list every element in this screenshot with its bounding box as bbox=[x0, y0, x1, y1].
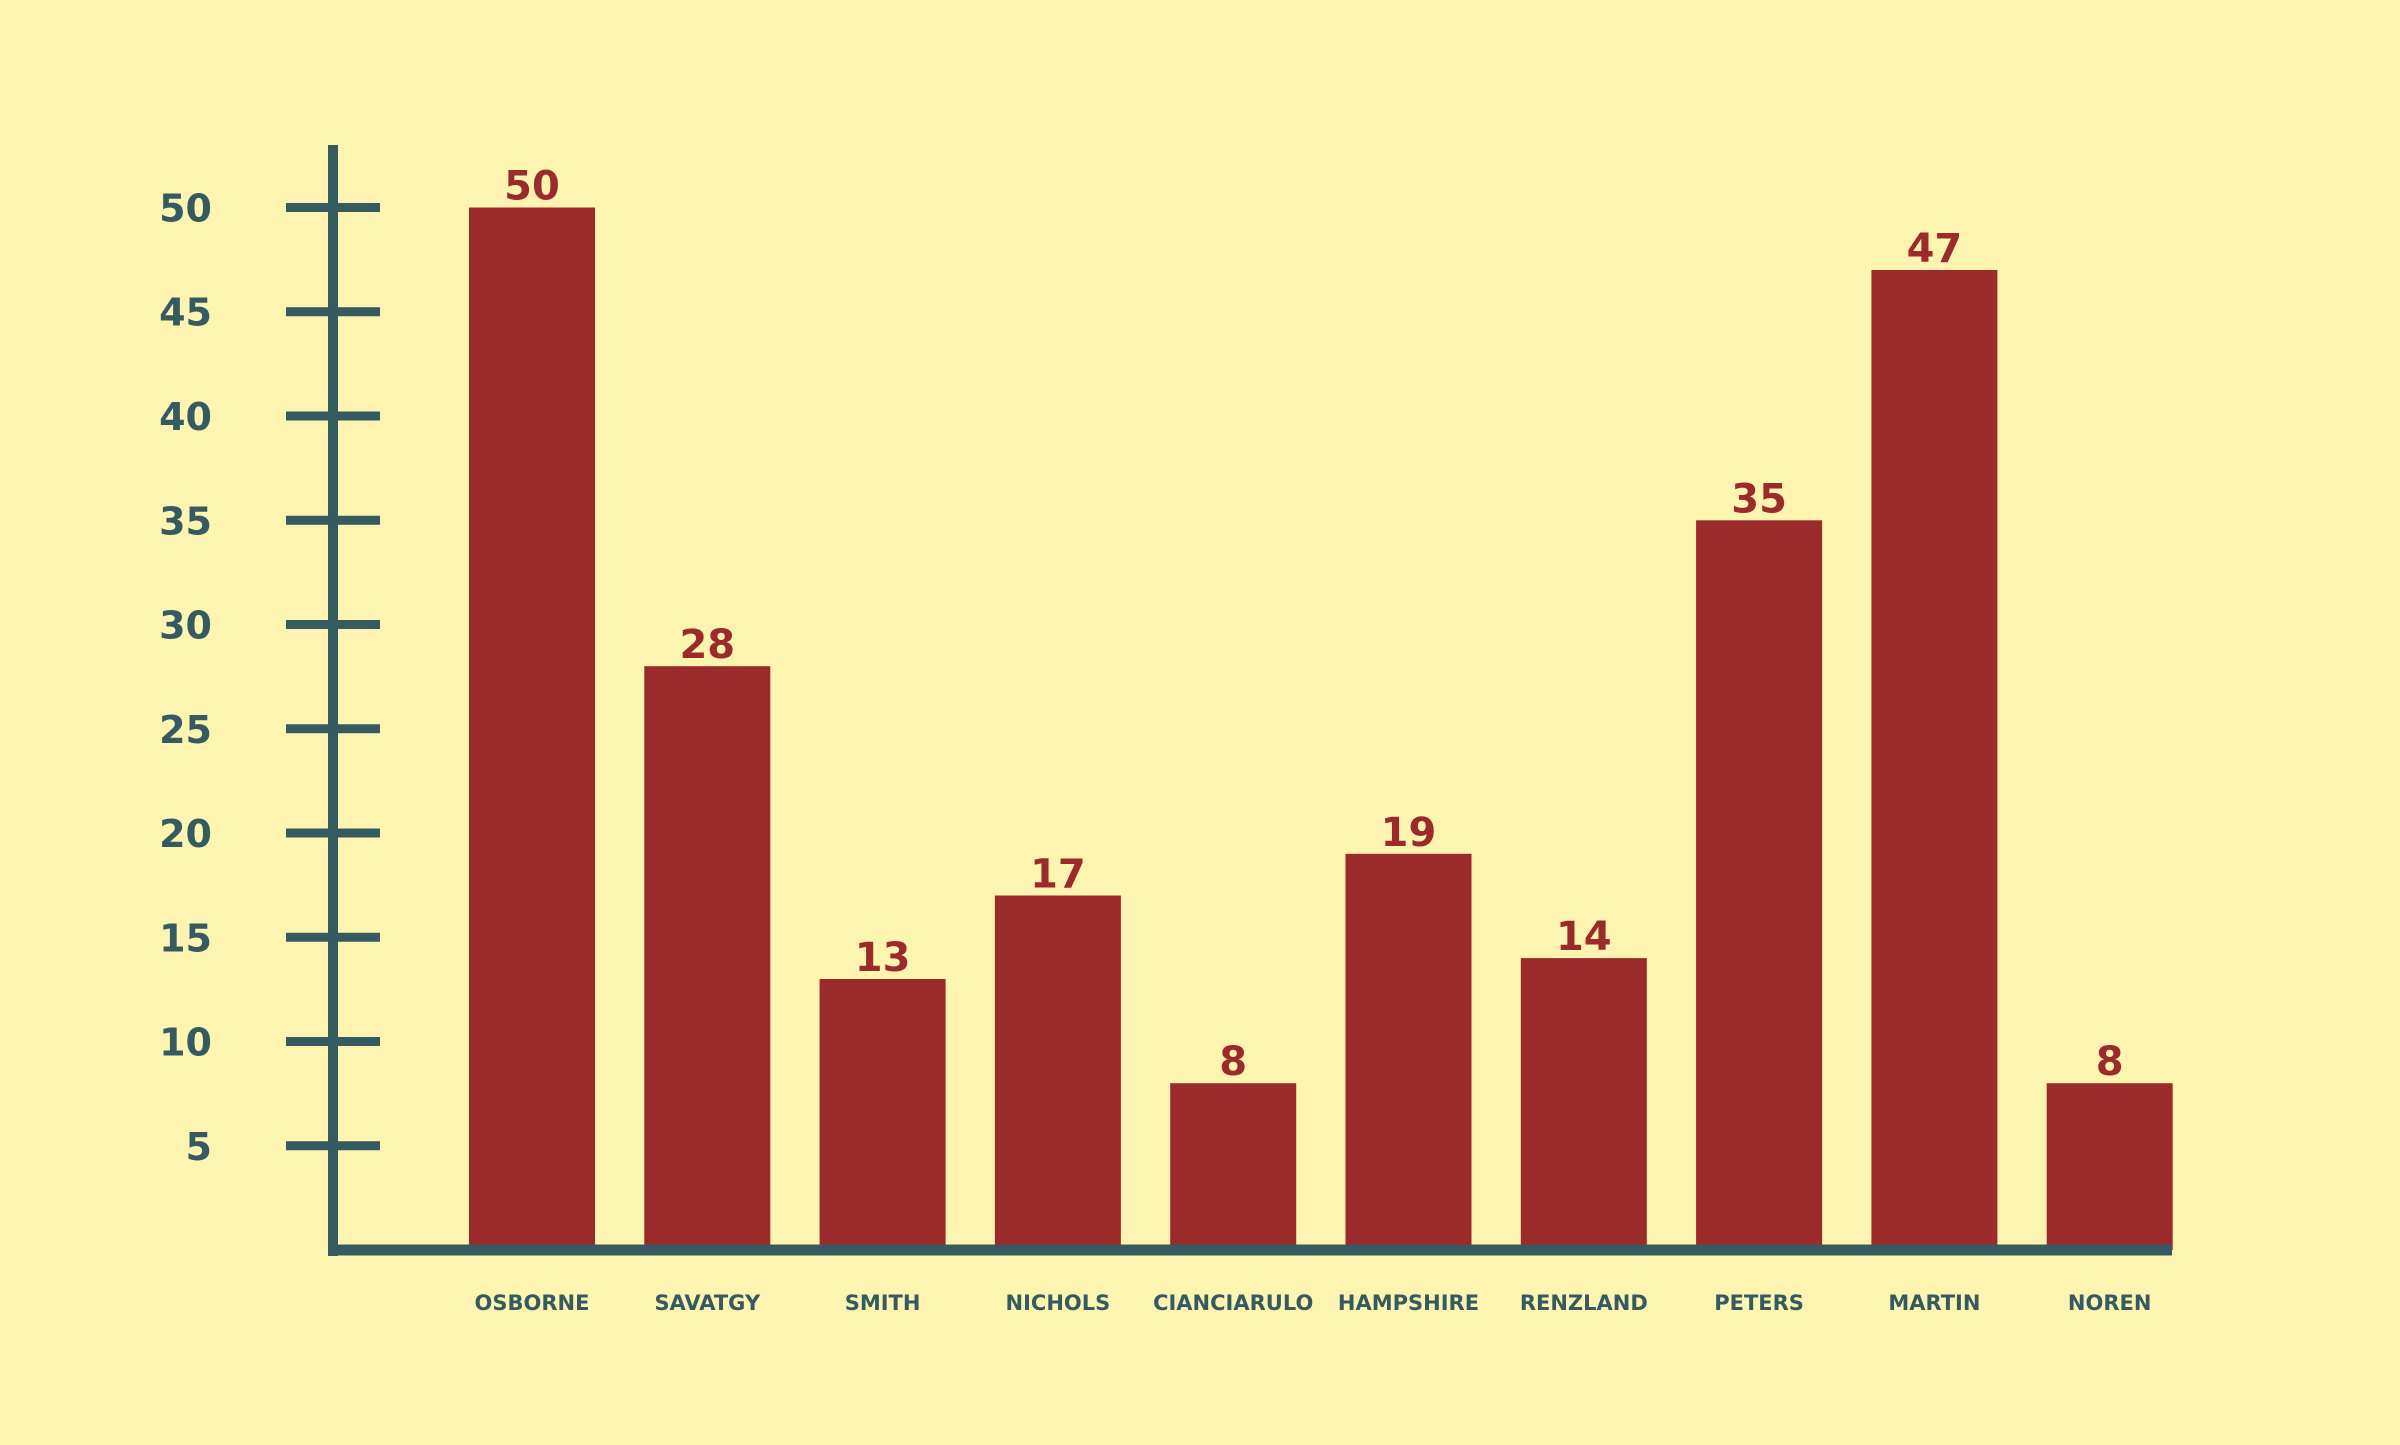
category-label: SAVATGY bbox=[654, 1291, 761, 1315]
data-label: 13 bbox=[855, 935, 911, 981]
data-label: 8 bbox=[2096, 1039, 2124, 1085]
category-label: RENZLAND bbox=[1520, 1291, 1648, 1315]
bar-osborne bbox=[469, 207, 595, 1250]
bar-hampshire bbox=[1345, 853, 1472, 1250]
y-tick-label: 35 bbox=[159, 499, 212, 543]
data-label: 8 bbox=[1219, 1039, 1247, 1085]
bar-nichols bbox=[994, 895, 1121, 1250]
bar-martin bbox=[1871, 270, 1998, 1250]
y-tick-label: 40 bbox=[159, 395, 212, 439]
data-label: 17 bbox=[1030, 852, 1086, 898]
category-label: CIANCIARULO bbox=[1153, 1291, 1313, 1315]
data-label: 35 bbox=[1731, 476, 1787, 522]
category-label: PETERS bbox=[1714, 1291, 1804, 1315]
y-tick-label: 30 bbox=[159, 604, 212, 648]
y-tick-label: 45 bbox=[159, 291, 212, 335]
y-tick-label: 50 bbox=[159, 187, 212, 231]
y-tick-label: 10 bbox=[159, 1021, 212, 1065]
y-tick-label: 25 bbox=[159, 708, 212, 752]
category-label: HAMPSHIRE bbox=[1338, 1291, 1479, 1315]
y-tick-label: 5 bbox=[186, 1125, 212, 1169]
y-tick-label: 15 bbox=[159, 916, 212, 960]
bar-savatgy bbox=[644, 666, 771, 1250]
bar-noren bbox=[2046, 1083, 2173, 1250]
data-label: 50 bbox=[504, 164, 560, 210]
category-label: NICHOLS bbox=[1006, 1291, 1111, 1315]
axis-layer bbox=[286, 145, 2172, 1256]
data-label: 19 bbox=[1381, 810, 1437, 856]
labels-layer: 50 OSBORNE 28 SAVATGY 13 SMITH 17 NICHOLS 8 CIANC… bbox=[159, 164, 2151, 1316]
bars-layer bbox=[469, 207, 2173, 1251]
bar-cianciarulo bbox=[1170, 1083, 1297, 1250]
category-label: OSBORNE bbox=[475, 1291, 590, 1315]
bar-peters bbox=[1696, 520, 1823, 1251]
category-label: MARTIN bbox=[1888, 1291, 1980, 1315]
data-label: 47 bbox=[1907, 226, 1963, 272]
bar-renzland bbox=[1520, 958, 1647, 1250]
category-label: NOREN bbox=[2068, 1291, 2152, 1315]
y-tick-label: 20 bbox=[159, 812, 212, 856]
bar-smith bbox=[819, 979, 946, 1250]
category-label: SMITH bbox=[845, 1291, 921, 1315]
data-label: 14 bbox=[1556, 914, 1612, 960]
data-label: 28 bbox=[679, 622, 735, 668]
